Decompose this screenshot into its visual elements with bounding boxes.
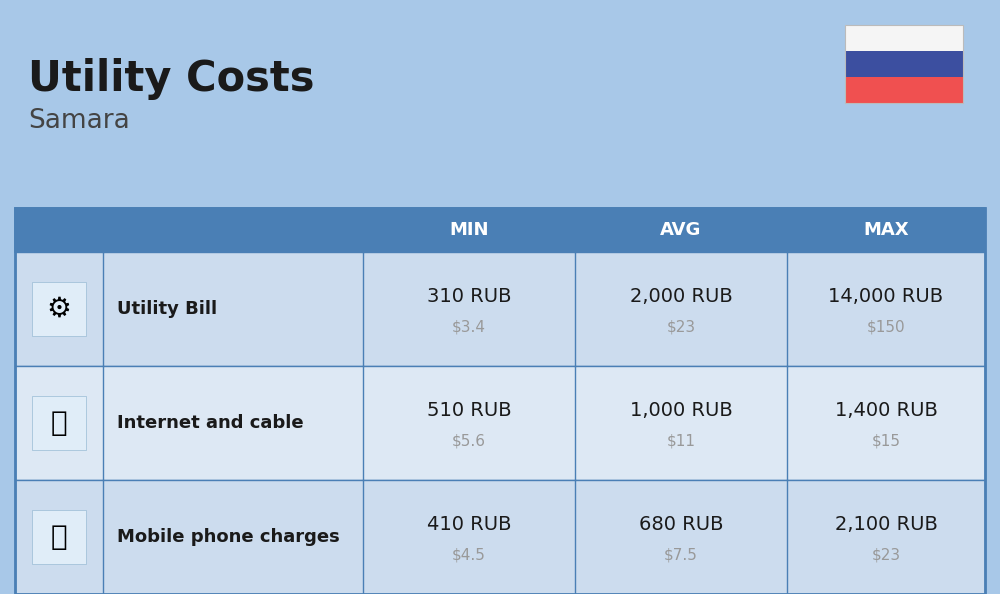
Text: 310 RUB: 310 RUB <box>427 287 511 307</box>
Bar <box>845 25 963 51</box>
Bar <box>845 51 963 77</box>
Text: $4.5: $4.5 <box>452 548 486 563</box>
Text: Utility Bill: Utility Bill <box>117 300 217 318</box>
Bar <box>845 77 963 103</box>
Bar <box>15 208 985 594</box>
Text: 510 RUB: 510 RUB <box>427 402 511 421</box>
Text: $150: $150 <box>867 320 905 334</box>
Text: $23: $23 <box>871 548 901 563</box>
Bar <box>15 252 985 366</box>
Text: $23: $23 <box>666 320 696 334</box>
Bar <box>15 480 985 594</box>
Text: 680 RUB: 680 RUB <box>639 516 723 535</box>
Bar <box>32 396 86 450</box>
Text: 📱: 📱 <box>51 523 67 551</box>
Text: 14,000 RUB: 14,000 RUB <box>828 287 944 307</box>
Bar <box>32 282 86 336</box>
Text: Internet and cable: Internet and cable <box>117 414 304 432</box>
Text: AVG: AVG <box>660 221 702 239</box>
Text: 410 RUB: 410 RUB <box>427 516 511 535</box>
Text: 2,000 RUB: 2,000 RUB <box>630 287 732 307</box>
Bar <box>15 208 985 252</box>
Text: $15: $15 <box>872 434 900 448</box>
Text: $7.5: $7.5 <box>664 548 698 563</box>
Text: Utility Costs: Utility Costs <box>28 58 314 100</box>
Text: $11: $11 <box>666 434 696 448</box>
Bar <box>32 510 86 564</box>
Text: MIN: MIN <box>449 221 489 239</box>
Text: MAX: MAX <box>863 221 909 239</box>
Text: ⚙: ⚙ <box>47 295 71 323</box>
Bar <box>845 25 963 103</box>
Text: 1,400 RUB: 1,400 RUB <box>835 402 937 421</box>
Bar <box>15 366 985 480</box>
Text: 1,000 RUB: 1,000 RUB <box>630 402 732 421</box>
Text: $3.4: $3.4 <box>452 320 486 334</box>
Text: 2,100 RUB: 2,100 RUB <box>835 516 937 535</box>
Text: Mobile phone charges: Mobile phone charges <box>117 528 340 546</box>
Text: $5.6: $5.6 <box>452 434 486 448</box>
Text: Samara: Samara <box>28 108 130 134</box>
Text: 📶: 📶 <box>51 409 67 437</box>
